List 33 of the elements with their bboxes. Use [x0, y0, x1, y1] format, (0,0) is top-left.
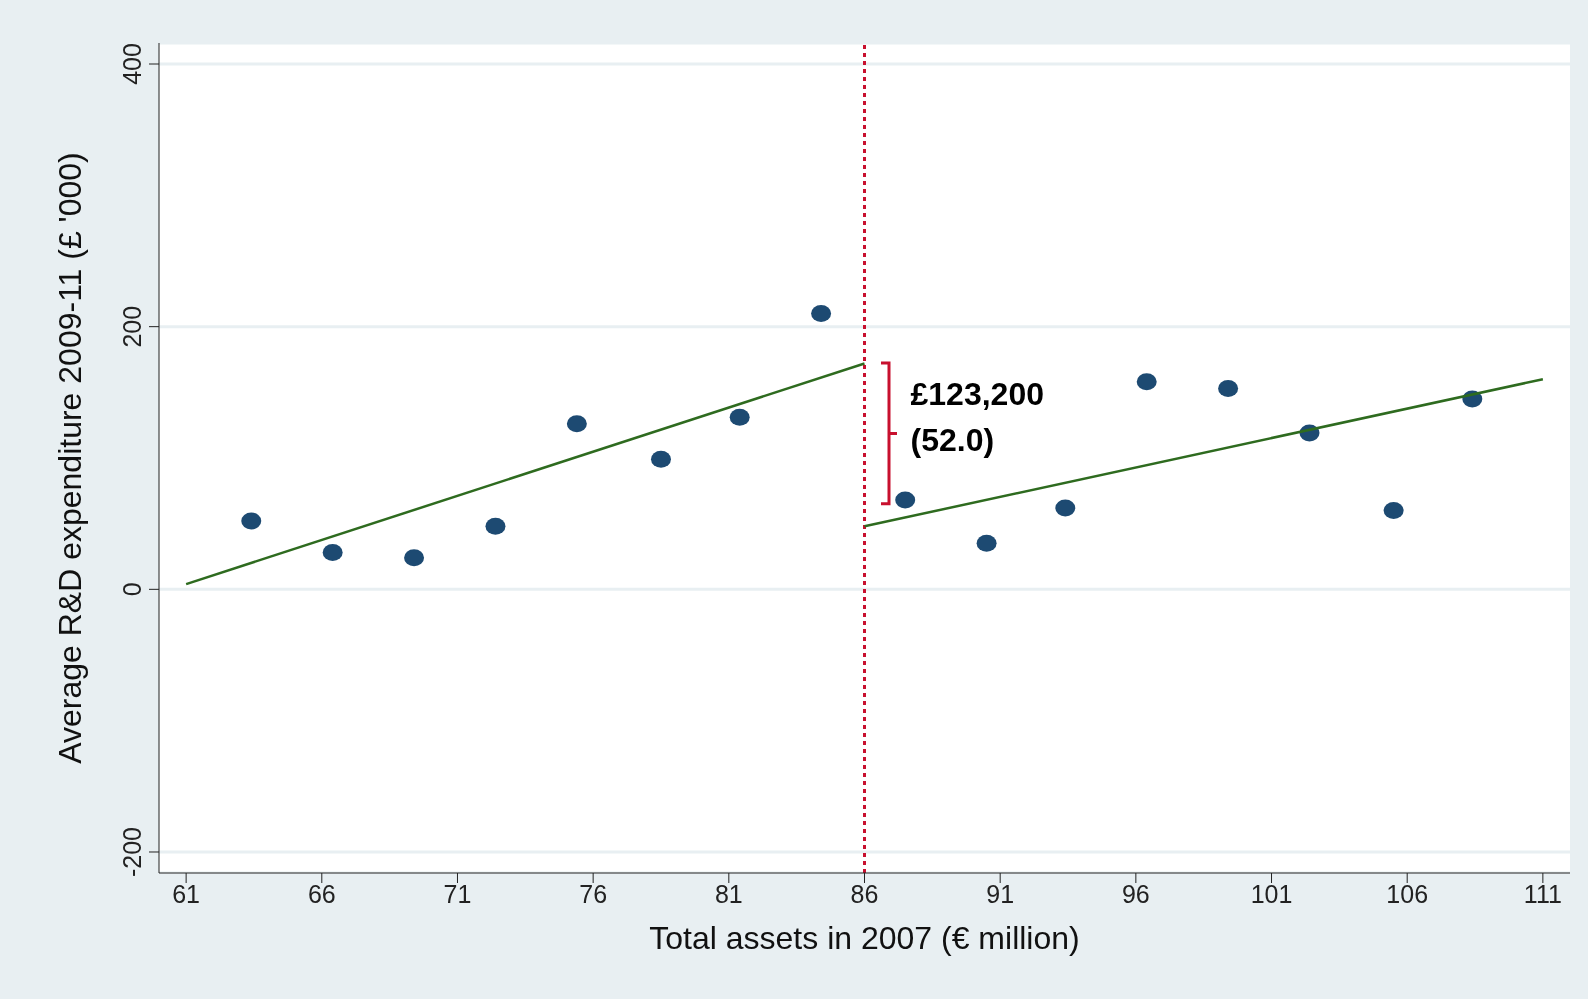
- x-tick-label: 86: [850, 879, 879, 908]
- x-tick-label: 96: [1121, 879, 1150, 908]
- x-tick-label: 66: [307, 879, 336, 908]
- point: [811, 305, 832, 323]
- x-tick-label: 76: [579, 879, 608, 908]
- x-tick-label: 91: [986, 879, 1015, 908]
- point: [485, 517, 506, 535]
- point: [895, 491, 916, 509]
- y-tick-label: 0: [118, 582, 146, 597]
- point: [1055, 499, 1076, 517]
- point: [1383, 502, 1404, 520]
- x-tick-label: 81: [714, 879, 743, 908]
- point: [1136, 373, 1157, 391]
- x-tick-label: 71: [443, 879, 472, 908]
- point: [1218, 379, 1239, 397]
- point: [976, 534, 997, 552]
- y-tick-label: 400: [118, 43, 146, 85]
- x-tick-label: 61: [172, 879, 201, 908]
- y-tick-label: -200: [118, 826, 146, 878]
- point: [729, 408, 750, 426]
- point: [241, 512, 262, 530]
- annotation: £123,200: [910, 375, 1044, 415]
- point: [566, 415, 587, 433]
- y-axis-title: Average R&D expenditure 2009-11 (£ '000): [52, 152, 89, 764]
- x-tick-label: 111: [1523, 879, 1562, 908]
- point: [322, 544, 343, 562]
- annotation: (52.0): [910, 421, 996, 461]
- point: [650, 450, 671, 468]
- point: [404, 549, 425, 567]
- y-tick-label: 200: [118, 305, 146, 348]
- x-axis-title: Total assets in 2007 (€ million): [649, 920, 1080, 956]
- x-tick-label: 106: [1386, 879, 1429, 908]
- x-tick-label: 101: [1250, 879, 1293, 908]
